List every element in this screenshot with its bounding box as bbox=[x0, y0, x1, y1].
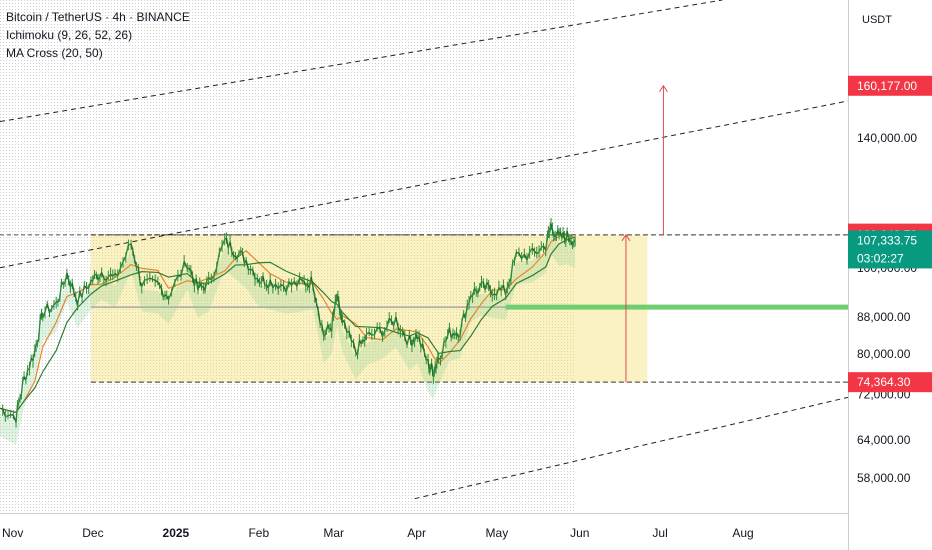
indicator-ma-cross[interactable]: MA Cross (20, 50) bbox=[6, 46, 103, 60]
ichimoku-cloud bbox=[0, 231, 576, 445]
countdown-label: 03:02:27 bbox=[857, 251, 904, 265]
ma-fast-line bbox=[0, 232, 576, 414]
arrow-head-0 bbox=[621, 233, 631, 242]
y-tick-label: 140,000.00 bbox=[857, 131, 917, 145]
x-tick-label: Nov bbox=[2, 526, 23, 540]
indicator-ichimoku[interactable]: Ichimoku (9, 26, 52, 26) bbox=[6, 28, 133, 42]
channel-line-0 bbox=[0, 100, 849, 269]
x-tick-label: Aug bbox=[732, 526, 753, 540]
price-label-4: 74,364.30 bbox=[857, 375, 911, 389]
x-tick-label: Apr bbox=[407, 526, 426, 540]
arrow-head-1 bbox=[659, 84, 668, 93]
x-tick-label: Mar bbox=[323, 526, 344, 540]
x-tick-label: Jul bbox=[652, 526, 667, 540]
candle-segment bbox=[183, 261, 188, 270]
candle-segment bbox=[167, 291, 173, 300]
price-label-3: 107,333.75 bbox=[857, 233, 917, 247]
symbol-title[interactable]: Bitcoin / TetherUS · 4h · BINANCE bbox=[6, 10, 190, 24]
chart-legend: Bitcoin / TetherUS · 4h · BINANCE Ichimo… bbox=[6, 8, 190, 62]
candle-segment bbox=[170, 281, 176, 292]
time-axis-background bbox=[0, 513, 848, 550]
range-box-dots bbox=[90, 234, 576, 383]
y-tick-label: 58,000.00 bbox=[857, 471, 911, 485]
ma-slow-line bbox=[0, 236, 576, 414]
y-tick-label: 64,000.00 bbox=[857, 433, 911, 447]
x-tick-label: May bbox=[486, 526, 509, 540]
price-label-box-0 bbox=[848, 75, 932, 96]
x-tick-label: Jun bbox=[570, 526, 589, 540]
candle-segment bbox=[174, 275, 179, 283]
candles bbox=[0, 217, 576, 428]
channel-line-2 bbox=[414, 396, 849, 500]
x-tick-label: 2025 bbox=[163, 526, 190, 540]
currency-label[interactable]: USDT bbox=[862, 14, 892, 26]
price-label-box-4 bbox=[848, 372, 932, 393]
candle-segment bbox=[180, 261, 185, 277]
x-tick-label: Dec bbox=[82, 526, 103, 540]
price-label-box-3 bbox=[848, 230, 932, 269]
y-tick-label: 88,000.00 bbox=[857, 310, 911, 324]
price-label-0: 160,177.00 bbox=[857, 79, 917, 93]
y-tick-label: 80,000.00 bbox=[857, 347, 911, 361]
x-tick-label: Feb bbox=[248, 526, 269, 540]
